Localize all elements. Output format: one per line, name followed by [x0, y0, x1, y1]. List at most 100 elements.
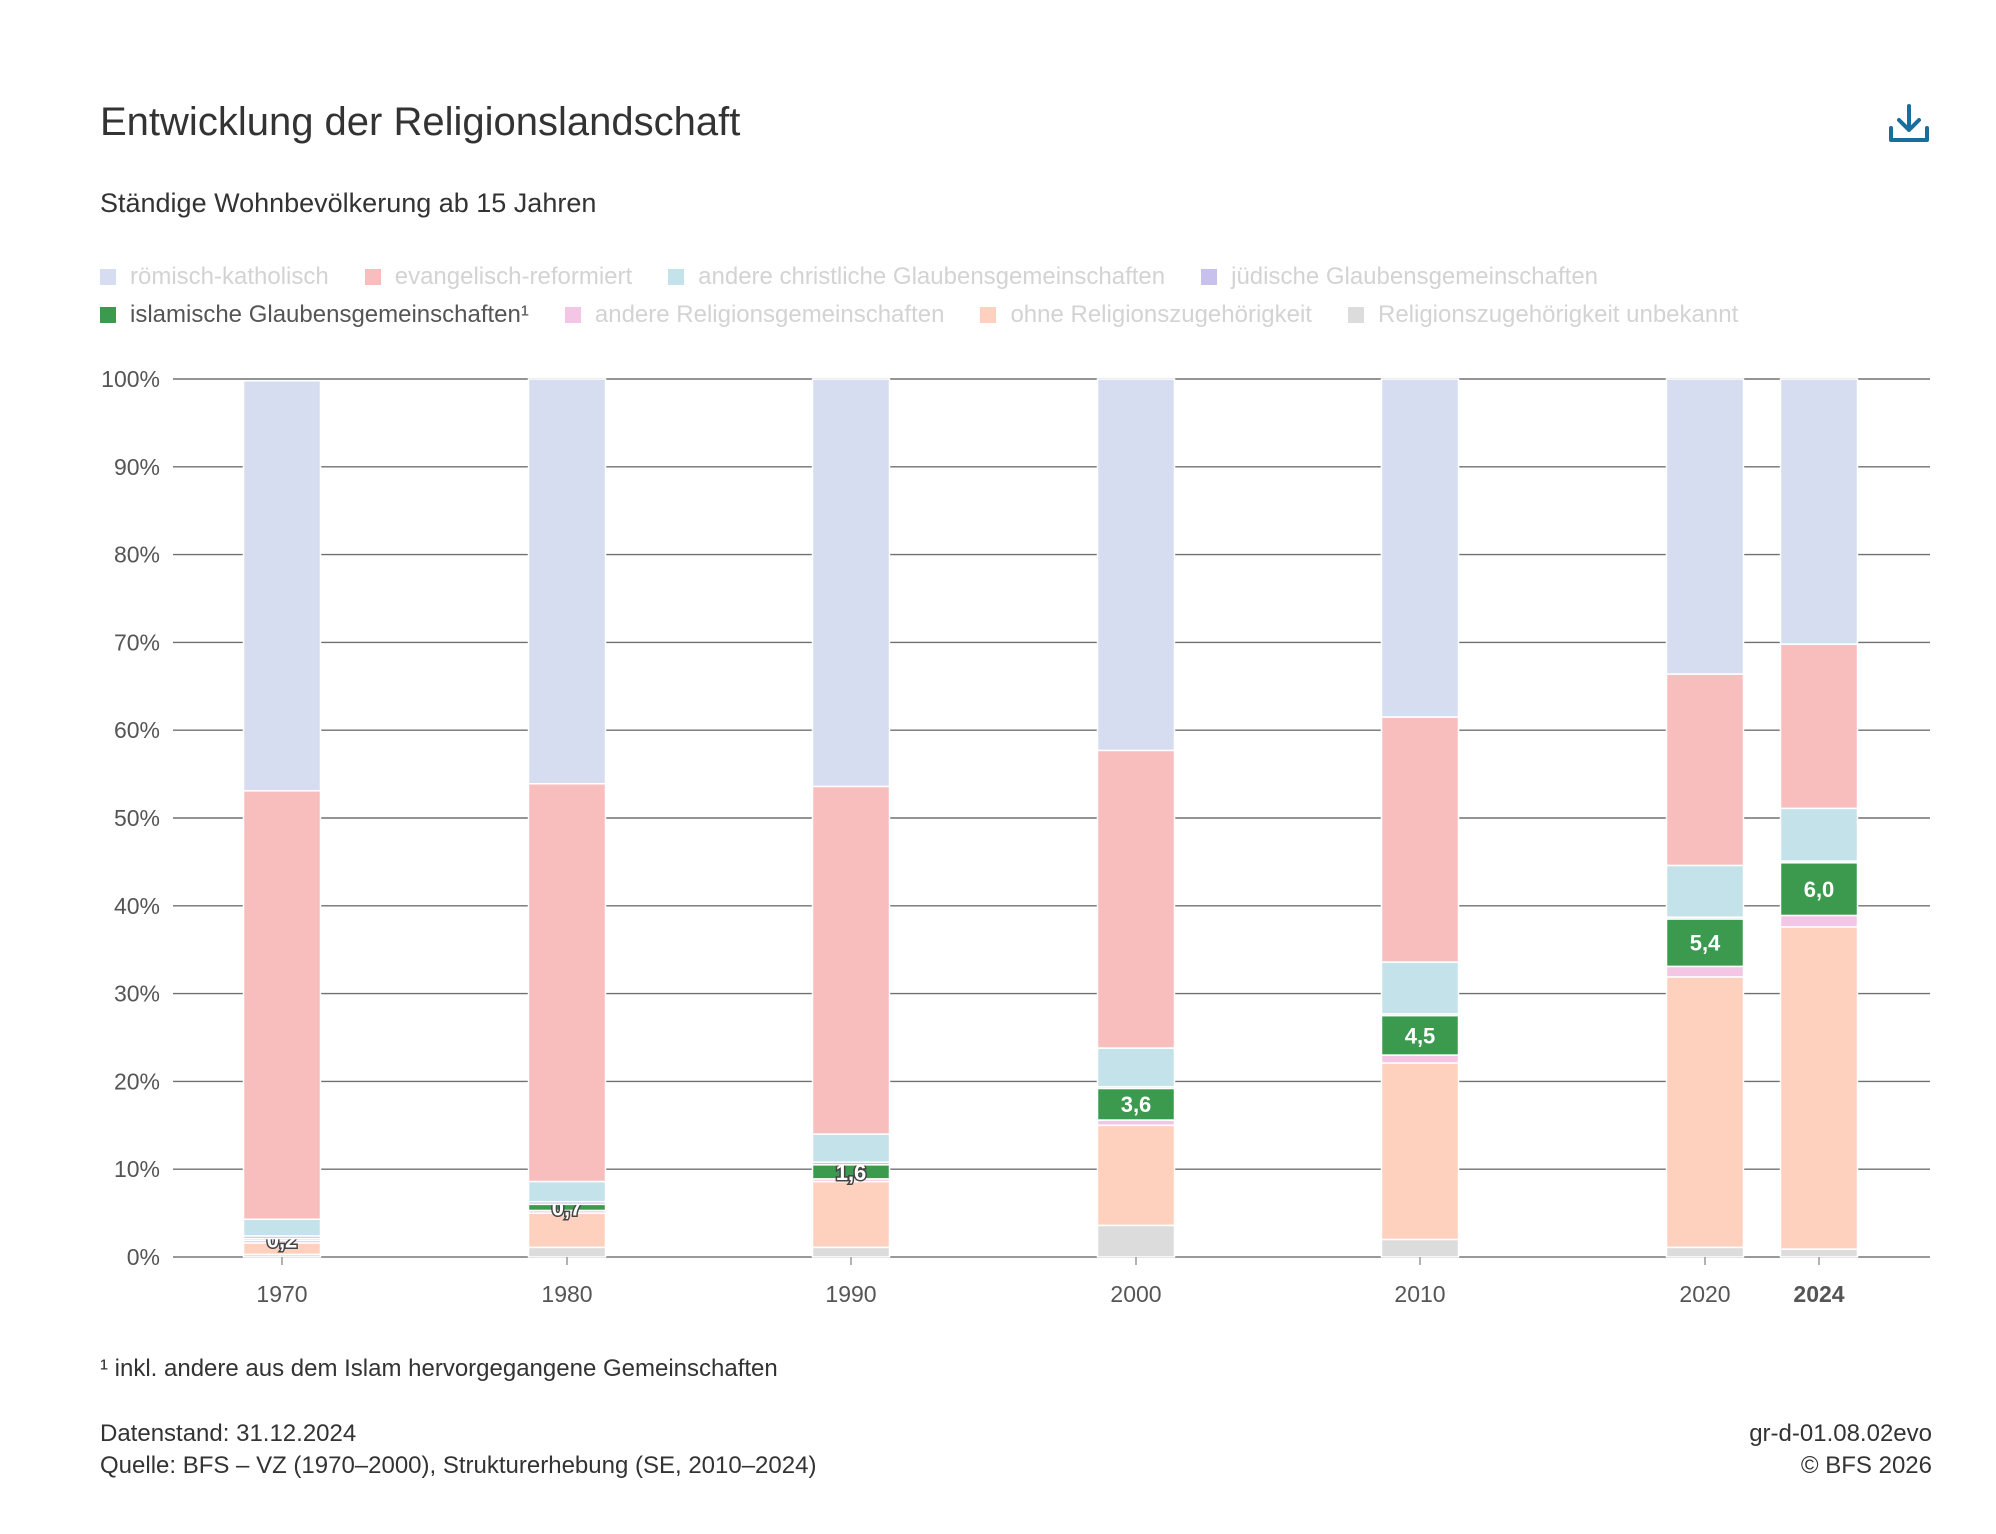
legend-swatch	[668, 269, 685, 285]
bar-segment	[811, 1246, 891, 1258]
footnote: ¹ inkl. andere aus dem Islam hervorgegan…	[100, 1355, 778, 1382]
bar-segment	[1779, 914, 1859, 928]
bar-segment	[527, 1212, 607, 1249]
chart-title: Entwicklung der Religionslandschaft	[100, 100, 741, 144]
bar-value-label: 5,4	[1690, 931, 1721, 956]
y-tick-label: 20%	[114, 1068, 160, 1094]
legend-item[interactable]: evangelisch-reformiert	[364, 263, 633, 291]
legend: römisch-katholisch evangelisch-reformiert…	[100, 258, 1960, 334]
bar-segment	[242, 380, 322, 792]
bar-value-label: 6,0	[1804, 877, 1835, 902]
x-tick-label: 1970	[256, 1281, 307, 1307]
x-tick-label: 2024	[1793, 1281, 1844, 1307]
bar-segment	[1380, 1054, 1460, 1064]
legend-label: andere christliche Glaubensgemeinschafte…	[698, 263, 1166, 290]
bar-segment	[242, 790, 322, 1220]
y-tick-label: 50%	[114, 805, 160, 831]
bar-segment	[1779, 643, 1859, 810]
x-tick-label: 1980	[541, 1281, 592, 1307]
legend-swatch	[100, 307, 116, 323]
bar-segment	[1380, 1238, 1460, 1258]
y-tick-label: 70%	[114, 629, 160, 655]
legend-swatch	[980, 307, 997, 323]
meta-right: gr-d-01.08.02evo © BFS 2026	[1749, 1418, 1932, 1482]
y-tick-label: 30%	[114, 981, 160, 1007]
meta-left: Datenstand: 31.12.2024 Quelle: BFS – VZ …	[100, 1418, 816, 1482]
bar-segment	[1779, 807, 1859, 862]
legend-row-1: römisch-katholisch evangelisch-reformiert…	[100, 258, 1960, 296]
bar-segment	[1096, 749, 1176, 1049]
graphic-code: gr-d-01.08.02evo	[1749, 1420, 1932, 1447]
legend-label: evangelisch-reformiert	[394, 263, 633, 290]
y-tick-label: 90%	[114, 454, 160, 480]
bar-segment	[811, 1133, 891, 1163]
y-tick-label: 10%	[114, 1156, 160, 1182]
x-tick-label: 2000	[1110, 1281, 1161, 1307]
legend-label: Religionszugehörigkeit unbekannt	[1377, 301, 1739, 328]
bar-value-label: 3,6	[1121, 1092, 1152, 1117]
bar-segment	[1096, 378, 1176, 752]
bar-segment	[1380, 716, 1460, 963]
y-tick-label: 80%	[114, 542, 160, 568]
legend-row-2: islamische Glaubensgemeinschaften¹ andere…	[100, 296, 1960, 334]
bar-segment	[1665, 965, 1745, 978]
legend-label: ohne Religionszugehörigkeit	[1010, 301, 1312, 328]
y-tick-label: 60%	[114, 717, 160, 743]
bar-segment	[1779, 1248, 1859, 1258]
bar-segment	[1380, 1014, 1460, 1056]
bar-segment	[1665, 918, 1745, 968]
legend-swatch	[1347, 307, 1364, 323]
bar-segment	[1779, 926, 1859, 1250]
bar-segment	[1096, 1047, 1176, 1088]
y-tick-label: 40%	[114, 893, 160, 919]
legend-item[interactable]: Religionszugehörigkeit unbekannt	[1347, 301, 1739, 329]
bar-segment	[1380, 1062, 1460, 1241]
bar-segment	[242, 1218, 322, 1237]
legend-label: römisch-katholisch	[130, 263, 329, 290]
bar-segment	[1779, 378, 1859, 645]
bar-segment	[1665, 976, 1745, 1249]
bar-segment	[1096, 1087, 1176, 1121]
data-status: Datenstand: 31.12.2024	[100, 1420, 357, 1447]
legend-swatch	[564, 307, 581, 323]
legend-swatch	[1201, 269, 1218, 285]
legend-item[interactable]: andere christliche Glaubensgemeinschafte…	[668, 263, 1165, 291]
bar-value-label: 4,5	[1405, 1023, 1436, 1048]
bar-segment	[527, 1180, 607, 1203]
bar-segment	[527, 1246, 607, 1258]
legend-swatch	[364, 269, 381, 285]
bar-segment	[1779, 862, 1859, 917]
y-tick-label: 100%	[101, 366, 160, 392]
bar-segment	[1665, 673, 1745, 867]
bar-segment	[1665, 864, 1745, 918]
stacked-bar-chart: 0%10%20%30%40%50%60%70%80%90%100%0,21970…	[101, 366, 1930, 1307]
legend-item[interactable]: andere Religionsgemeinschaften	[564, 301, 945, 329]
bar-segment	[811, 1180, 891, 1249]
x-tick-label: 2010	[1394, 1281, 1445, 1307]
legend-item[interactable]: ohne Religionszugehörigkeit	[980, 301, 1312, 329]
legend-item[interactable]: jüdische Glaubensgemeinschaften	[1201, 263, 1598, 291]
bar-segment	[1096, 1119, 1176, 1127]
download-icon[interactable]	[1886, 102, 1932, 148]
legend-label: andere Religionsgemeinschaften	[594, 301, 945, 328]
bar-segment	[527, 378, 607, 785]
legend-label: islamische Glaubensgemeinschaften¹	[130, 301, 529, 328]
chart-subtitle: Ständige Wohnbevölkerung ab 15 Jahren	[100, 188, 597, 218]
copyright: © BFS 2026	[1800, 1452, 1932, 1479]
legend-item[interactable]: römisch-katholisch	[100, 263, 329, 291]
y-tick-label: 0%	[127, 1244, 160, 1270]
bar-segment	[1380, 378, 1460, 718]
bar-segment	[1665, 378, 1745, 675]
bar-segment	[811, 378, 891, 788]
x-tick-label: 1990	[825, 1281, 876, 1307]
bar-segment	[1380, 961, 1460, 1015]
bar-segment	[527, 783, 607, 1183]
data-source: Quelle: BFS – VZ (1970–2000), Strukturer…	[100, 1452, 817, 1479]
legend-item[interactable]: islamische Glaubensgemeinschaften¹	[100, 301, 529, 329]
bar-segment	[1665, 1246, 1745, 1258]
legend-label: jüdische Glaubensgemeinschaften	[1231, 263, 1599, 290]
bar-segment	[1096, 1124, 1176, 1227]
x-tick-label: 2020	[1679, 1281, 1730, 1307]
bar-segment	[1096, 1224, 1176, 1258]
bar-segment	[811, 785, 891, 1135]
